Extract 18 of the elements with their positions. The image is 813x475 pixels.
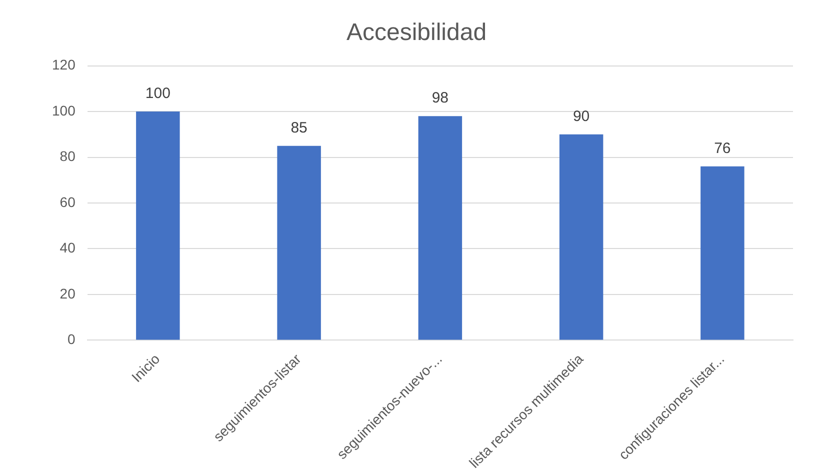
- bar: [700, 166, 744, 340]
- data-label: 85: [290, 119, 308, 136]
- bar: [136, 112, 180, 340]
- bar: [559, 134, 604, 340]
- y-tick-label: 20: [60, 285, 76, 302]
- bar: [277, 146, 321, 340]
- y-tick-label: 80: [60, 148, 76, 164]
- data-label: 76: [714, 140, 731, 158]
- y-tick-label: 60: [60, 194, 76, 210]
- chart-title: Accesibilidad: [346, 19, 487, 46]
- y-tick-label: 40: [60, 240, 76, 256]
- y-tick-label: 0: [68, 331, 76, 348]
- data-label: 90: [572, 108, 590, 126]
- data-label: 98: [432, 90, 449, 107]
- data-label: 100: [145, 85, 170, 102]
- y-tick-label: 100: [52, 102, 76, 118]
- y-tick-label: 120: [52, 56, 76, 73]
- bar: [418, 116, 462, 340]
